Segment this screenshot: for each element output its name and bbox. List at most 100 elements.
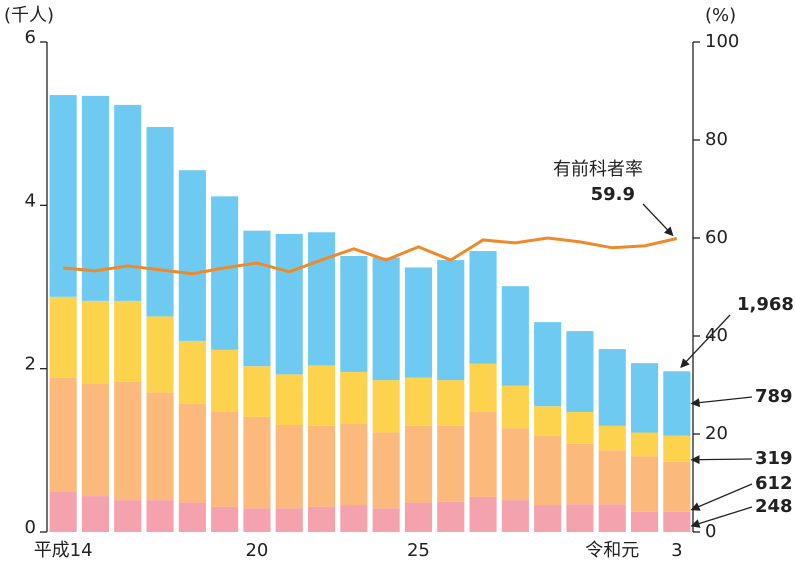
bar-segment xyxy=(372,257,400,381)
bar-segment xyxy=(275,374,303,426)
bar-segment xyxy=(146,392,174,501)
total-arrow xyxy=(680,314,731,368)
bar-segment xyxy=(81,496,110,532)
bar-segment xyxy=(501,428,529,501)
y2-tick-label: 80 xyxy=(705,129,728,150)
bar-segment xyxy=(469,411,497,497)
label-arrow xyxy=(690,396,753,408)
bar-segment xyxy=(630,456,659,512)
bar-segment xyxy=(469,363,497,412)
bar-segment xyxy=(630,511,659,532)
bar-segment xyxy=(404,377,433,426)
x-tick-label: 25 xyxy=(407,540,430,561)
x-tick-label: 20 xyxy=(245,540,268,561)
bar-segment xyxy=(275,233,303,375)
line-value-label: 59.9 xyxy=(591,184,635,205)
bar-segment xyxy=(146,126,174,317)
y2-tick-label: 20 xyxy=(705,423,728,444)
bar-segment xyxy=(437,380,465,426)
bar-segment xyxy=(630,363,659,433)
value-label: 612 xyxy=(755,473,793,494)
bar-segment xyxy=(275,425,303,509)
right-unit: (%) xyxy=(705,5,736,26)
bar-segment xyxy=(501,286,529,386)
bar-segment xyxy=(566,443,594,505)
y2-tick-label: 100 xyxy=(705,31,739,52)
bar-segment xyxy=(566,331,594,412)
bar-segment xyxy=(81,95,110,301)
bar-segment xyxy=(630,432,659,457)
bar-segment xyxy=(211,506,239,532)
bar-segment xyxy=(178,340,206,404)
bar-segment xyxy=(437,260,465,381)
bar-segment xyxy=(49,377,77,492)
bar-segment xyxy=(340,423,368,506)
bar-segment xyxy=(501,500,529,532)
bar-segment xyxy=(598,425,626,451)
bar-segment xyxy=(437,425,465,502)
bar-segment xyxy=(340,255,368,372)
bar-segment xyxy=(404,502,433,532)
bar-segment xyxy=(501,385,529,429)
x-tick-label: 令和元 xyxy=(585,540,639,561)
bar-segment xyxy=(534,505,562,532)
bar-segment xyxy=(404,425,433,503)
x-tick-label: 平成14 xyxy=(34,540,93,561)
bar-segment xyxy=(663,461,691,512)
bar-segment xyxy=(469,496,497,532)
bar-segment xyxy=(372,380,400,433)
bar-segment xyxy=(534,322,562,407)
bar-segment xyxy=(49,95,77,297)
bar-segment xyxy=(307,506,336,532)
bar-segment xyxy=(469,251,497,364)
y-tick-label: 4 xyxy=(25,190,36,211)
bar-segment xyxy=(178,502,206,532)
bar-segment xyxy=(178,403,206,503)
bar-segment xyxy=(243,416,271,509)
y-tick-label: 0 xyxy=(25,517,36,538)
y-tick-label: 6 xyxy=(25,27,36,48)
line-label-arrow xyxy=(642,203,674,237)
bar-segment xyxy=(598,349,626,426)
bar-segment xyxy=(178,170,206,341)
label-arrow xyxy=(690,506,753,528)
bar-segment xyxy=(566,504,594,532)
bar-segment xyxy=(243,366,271,417)
y2-tick-label: 0 xyxy=(705,521,716,542)
bar-segment xyxy=(211,349,239,412)
bar-segment xyxy=(663,511,691,532)
bar-segment xyxy=(534,406,562,436)
bar-segment xyxy=(243,230,271,367)
left-unit: (千人) xyxy=(4,5,54,26)
line-name: 有前科者率 xyxy=(553,159,643,180)
bar-segment xyxy=(114,381,142,501)
bar-segment xyxy=(114,104,142,301)
value-label: 319 xyxy=(755,448,793,469)
bar-segment xyxy=(598,504,626,532)
bar-segment xyxy=(114,500,142,532)
bar-segment xyxy=(307,232,336,366)
bar-segment xyxy=(663,371,691,436)
bar-segment xyxy=(49,491,77,532)
bar-segment xyxy=(243,508,271,532)
bar-segment xyxy=(598,450,626,505)
bar-segment xyxy=(404,267,433,378)
line xyxy=(63,236,678,276)
bar-segment xyxy=(81,383,110,497)
y2-tick-label: 40 xyxy=(705,325,728,346)
bar-segment xyxy=(211,411,239,507)
bar-segment xyxy=(566,411,594,444)
label-arrow xyxy=(690,483,753,511)
bar-segment xyxy=(114,300,142,382)
value-label: 248 xyxy=(755,496,793,517)
label-arrow xyxy=(690,455,753,465)
bar-segment xyxy=(340,505,368,532)
bar-segment xyxy=(307,425,336,507)
y2-tick-label: 60 xyxy=(705,227,728,248)
bar-segment xyxy=(663,435,691,462)
value-label: 789 xyxy=(755,386,793,407)
bar-segment xyxy=(534,435,562,506)
bar-segment xyxy=(437,501,465,532)
bar-segment xyxy=(81,300,110,384)
